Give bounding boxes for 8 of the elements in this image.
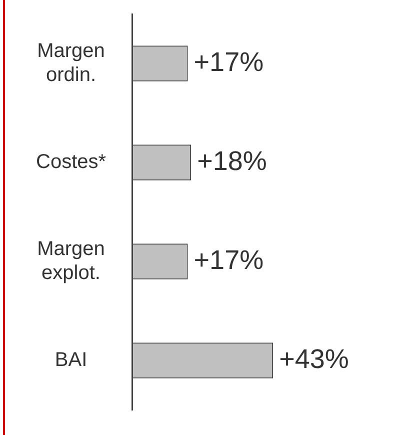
data-label: +43% bbox=[279, 344, 349, 374]
data-label: +17% bbox=[194, 46, 264, 77]
data-label: +17% bbox=[194, 244, 264, 275]
y-tick-label: Margen ordin. bbox=[37, 40, 105, 86]
y-tick-label: Margen explot. bbox=[37, 238, 105, 284]
y-tick-label: BAI bbox=[54, 349, 88, 372]
y-tick-label: Costes* bbox=[36, 151, 106, 174]
data-label: +18% bbox=[197, 146, 267, 176]
